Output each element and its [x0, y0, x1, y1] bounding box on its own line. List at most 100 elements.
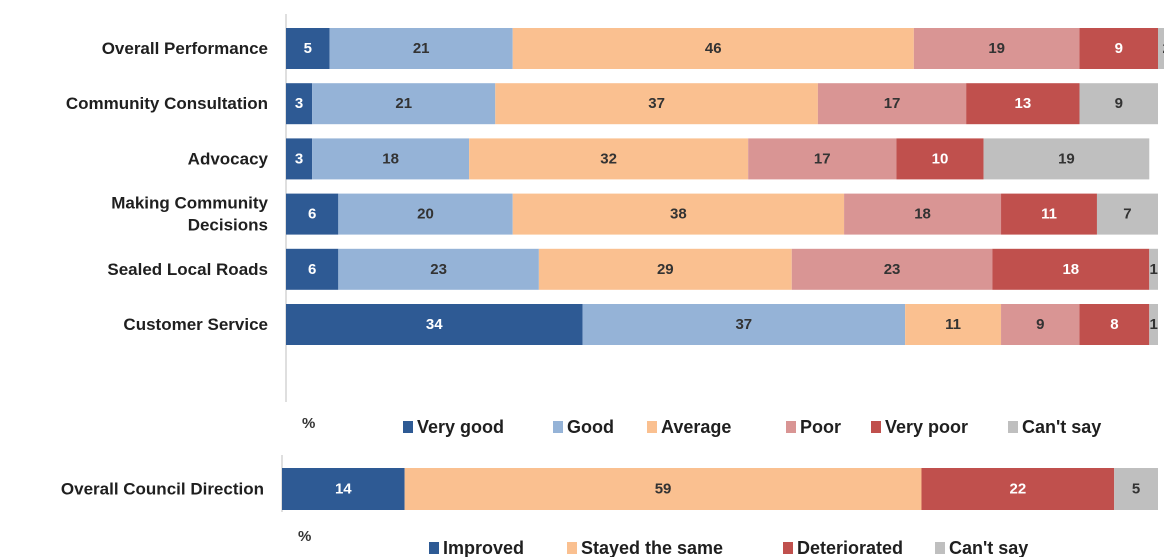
data-label-poor-making-community-decisions: 18 [914, 206, 931, 223]
bar-segment-very-good-advocacy [286, 138, 313, 180]
data-label-very-good-customer-service: 34 [426, 316, 443, 333]
legend-swatch-average [647, 421, 657, 433]
data-label-good-community-consultation: 21 [395, 95, 412, 112]
data-label-very-poor-customer-service: 8 [1110, 316, 1118, 333]
data-label-can-t-say-advocacy: 19 [1058, 150, 1075, 167]
bar-segment-average-making-community-decisions [512, 193, 845, 235]
data-label-very-poor-making-community-decisions: 11 [1041, 206, 1057, 223]
legend-label-good: Good [567, 417, 614, 437]
bar-segment-very-poor-customer-service [1079, 304, 1150, 345]
legend-swatch-very-good [403, 421, 413, 433]
bar-segment-can-t-say-sealed-local-roads [1149, 248, 1158, 290]
bar-segment-can-t-say-making-community-decisions [1096, 193, 1158, 235]
council-direction-chart: Overall Council Direction 14 59 22 5% Improve… [61, 455, 1158, 557]
data-label-average-making-community-decisions: 38 [670, 206, 687, 223]
performance-chart: Overall Performance521461992Community Co… [66, 14, 1164, 437]
data-label-very-poor-advocacy: 10 [932, 150, 949, 167]
bar-segment-stayed-the-same-overall-council-direction [404, 468, 922, 510]
bar-segment-good-community-consultation [312, 83, 496, 125]
bar-segment-good-advocacy [312, 138, 470, 180]
bar-segment-very-good-overall-performance [286, 28, 330, 69]
bar-segment-average-overall-performance [512, 28, 914, 69]
legend-label-average: Average [661, 417, 731, 437]
data-label-can-t-say-overall-performance: 2 [1163, 40, 1164, 57]
legend-swatch-good [553, 421, 563, 433]
data-label-improved-overall-council-direction: 14 [335, 481, 352, 498]
legend-swatch-can-t-say [1008, 421, 1018, 433]
bar-segment-very-poor-community-consultation [966, 83, 1080, 125]
data-label-very-good-advocacy: 3 [295, 150, 303, 167]
data-label-poor-community-consultation: 17 [884, 95, 901, 112]
data-label-very-poor-sealed-local-roads: 18 [1062, 261, 1079, 278]
legend-swatch-poor [786, 421, 796, 433]
bar-segment-can-t-say-community-consultation [1079, 83, 1158, 125]
category-label-community-consultation: Community Consultation [66, 94, 268, 113]
data-label-average-advocacy: 32 [600, 150, 617, 167]
unit-label: % [298, 528, 311, 545]
bar-segment-poor-making-community-decisions [844, 193, 1002, 235]
data-label-average-community-consultation: 37 [648, 95, 665, 112]
legend-label-can-t-say: Can't say [1022, 417, 1101, 437]
legend-swatch-improved [429, 542, 439, 554]
data-label-average-sealed-local-roads: 29 [657, 261, 674, 278]
bar-segment-very-good-community-consultation [286, 83, 313, 125]
data-label-can-t-say-overall-council-direction: 5 [1132, 481, 1140, 498]
bar-segment-poor-advocacy [748, 138, 897, 180]
bar-segment-poor-customer-service [1001, 304, 1080, 345]
data-label-very-poor-overall-performance: 9 [1115, 40, 1123, 57]
data-label-poor-advocacy: 17 [814, 150, 831, 167]
legend-label-can-t-say: Can't say [949, 538, 1028, 557]
bar-segment-can-t-say-overall-performance [1158, 28, 1164, 69]
bar-segment-can-t-say-overall-council-direction [1114, 468, 1158, 510]
bar-segment-very-poor-advocacy [896, 138, 984, 180]
data-label-average-overall-performance: 46 [705, 40, 722, 57]
bar-segment-average-sealed-local-roads [538, 248, 792, 290]
data-label-very-good-overall-performance: 5 [304, 40, 312, 57]
data-label-poor-customer-service: 9 [1036, 316, 1044, 333]
bar-segment-average-community-consultation [495, 83, 818, 125]
bar-segment-poor-community-consultation [817, 83, 967, 125]
category-label-overall-performance: Overall Performance [102, 39, 268, 58]
data-label-stayed-the-same-overall-council-direction: 59 [655, 481, 672, 498]
bar-segment-improved-overall-council-direction [282, 468, 405, 510]
legend-label-improved: Improved [443, 538, 524, 557]
bar-segment-very-good-making-community-decisions [286, 193, 339, 235]
data-label-good-making-community-decisions: 20 [417, 206, 434, 223]
data-label-can-t-say-making-community-decisions: 7 [1123, 206, 1131, 223]
bar-segment-deteriorated-overall-council-direction [921, 468, 1115, 510]
bar-segment-good-overall-performance [329, 28, 513, 69]
bar-segment-good-customer-service [582, 304, 906, 345]
legend-swatch-can-t-say [935, 542, 945, 554]
bar-segment-very-poor-overall-performance [1079, 28, 1158, 69]
data-label-can-t-say-community-consultation: 9 [1115, 95, 1123, 112]
data-label-good-sealed-local-roads: 23 [430, 261, 447, 278]
bar-segment-good-sealed-local-roads [338, 248, 539, 290]
legend-label-deteriorated: Deteriorated [797, 538, 903, 557]
data-label-deteriorated-overall-council-direction: 22 [1009, 481, 1026, 498]
category-label-customer-service: Customer Service [123, 315, 268, 334]
bar-segment-average-customer-service [905, 304, 1002, 345]
bar-segment-can-t-say-advocacy [983, 138, 1150, 180]
bar-segment-good-making-community-decisions [338, 193, 513, 235]
data-label-very-good-sealed-local-roads: 6 [308, 261, 316, 278]
legend-label-poor: Poor [800, 417, 841, 437]
legend-label-very-good: Very good [417, 417, 504, 437]
bar-segment-can-t-say-customer-service [1149, 304, 1158, 345]
legend-label-stayed-the-same: Stayed the same [581, 538, 723, 557]
category-label-advocacy: Advocacy [188, 149, 269, 168]
legend-swatch-very-poor [871, 421, 881, 433]
data-label-poor-sealed-local-roads: 23 [884, 261, 901, 278]
bar-segment-very-good-sealed-local-roads [286, 248, 339, 290]
data-label-good-advocacy: 18 [382, 150, 399, 167]
data-label-good-overall-performance: 21 [413, 40, 430, 57]
category-label-sealed-local-roads: Sealed Local Roads [107, 260, 268, 279]
unit-label: % [302, 415, 315, 432]
bar-segment-very-poor-making-community-decisions [1001, 193, 1097, 235]
category-label-overall-council-direction: Overall Council Direction [61, 480, 264, 499]
bar-segment-average-advocacy [469, 138, 749, 180]
category-label-making-community-decisions: Making Community Decisions [111, 194, 268, 235]
legend-label-very-poor: Very poor [885, 417, 968, 437]
bar-segment-poor-sealed-local-roads [791, 248, 993, 290]
data-label-can-t-say-sealed-local-roads: 1 [1149, 261, 1157, 278]
